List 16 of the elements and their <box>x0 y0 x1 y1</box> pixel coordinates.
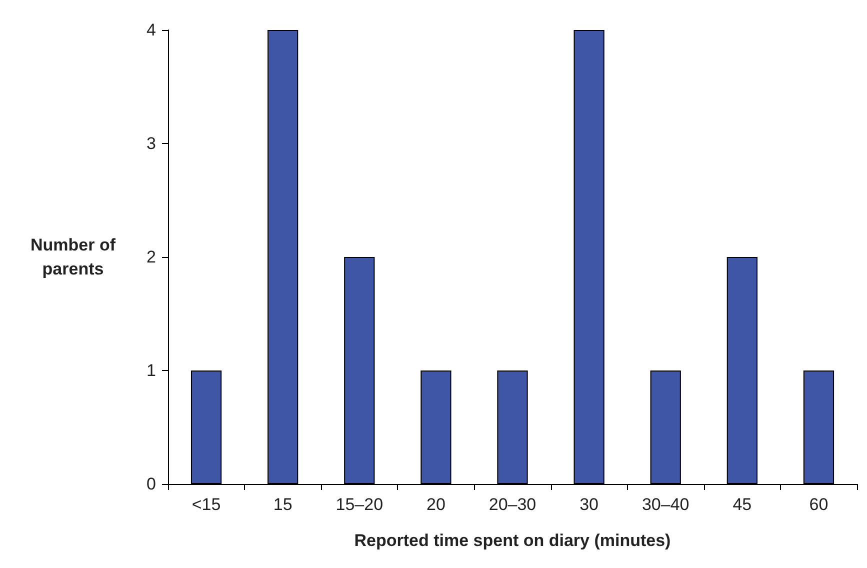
y-tick-label: 4 <box>146 20 156 40</box>
x-tick-label: 60 <box>809 495 828 514</box>
y-axis-title: Number of parents <box>30 236 116 278</box>
x-tick-label: 30–40 <box>642 495 690 514</box>
x-tick-label: 20 <box>426 495 446 514</box>
y-tick-label: 3 <box>146 134 156 153</box>
x-tick-label: 15 <box>273 495 292 514</box>
x-tick-label: 15–20 <box>336 495 384 514</box>
x-tick-label: 45 <box>732 495 752 514</box>
y-tick-label: 2 <box>146 248 156 266</box>
y-tick-label: 0 <box>146 474 156 494</box>
x-tick-label: <15 <box>192 495 221 514</box>
y-tick-label: 1 <box>146 361 156 380</box>
x-tick-label: 20–30 <box>488 495 536 514</box>
x-axis-title: Reported time spent on diary (minutes) <box>354 531 671 550</box>
x-tick-label: 30 <box>580 495 599 514</box>
